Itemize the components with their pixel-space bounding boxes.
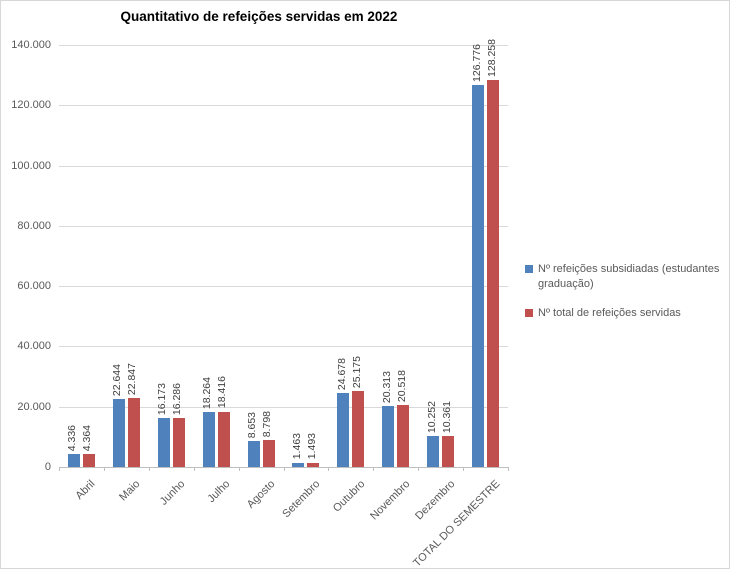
bar-subsidiadas-outubro	[337, 392, 350, 467]
bar-subsidiadas-abril	[67, 453, 80, 467]
data-label-subsidiadas-julho: 18.264	[201, 376, 214, 409]
x-axis-tick	[373, 467, 375, 471]
bar-subsidiadas-agosto	[247, 440, 260, 467]
gridline	[59, 406, 508, 408]
x-axis-tick	[148, 467, 150, 471]
data-label-total-setembro: 1.493	[305, 433, 318, 460]
legend: Nº refeições subsidiadas (estudantes gra…	[525, 262, 729, 335]
gridline	[59, 286, 508, 288]
y-tick-label: 20.000	[17, 400, 51, 413]
bar-total-julho	[217, 411, 230, 467]
data-label-subsidiadas-abril: 4.336	[66, 424, 79, 451]
bar-subsidiadas-julho	[202, 411, 215, 467]
bar-subsidiadas-novembro	[382, 405, 395, 467]
data-label-total-julho: 18.416	[216, 376, 229, 409]
plot-area: 4.336 22.644 16.173 18.264 8.653 1.463 24.678 2…	[59, 39, 508, 468]
legend-label-total: Nº total de refeições servidas	[538, 306, 681, 319]
y-tick-label: 40.000	[17, 340, 51, 353]
legend-label-subsidiadas: Nº refeições subsidiadas (estudantes gra…	[538, 263, 720, 290]
data-label-total-junho: 16.286	[171, 382, 184, 415]
bar-subsidiadas-maio	[112, 398, 125, 467]
x-axis-tick	[283, 467, 285, 471]
gridline	[59, 346, 508, 348]
data-label-subsidiadas-setembro: 1.463	[290, 433, 303, 460]
bar-total-novembro	[397, 405, 410, 467]
data-label-subsidiadas-dezembro: 10.252	[425, 400, 438, 434]
data-label-total-agosto: 8.798	[261, 411, 274, 438]
data-label-total-total-do-semestre: 128.258	[485, 39, 498, 78]
data-label-total-abril: 4.364	[81, 424, 94, 451]
data-label-subsidiadas-outubro: 24.678	[335, 357, 348, 390]
legend-item-total: Nº total de refeições servidas	[525, 306, 729, 321]
x-category-label-abril: Abril	[73, 478, 98, 503]
x-axis-tick	[193, 467, 195, 471]
x-axis-tick	[238, 467, 240, 471]
bar-subsidiadas-setembro	[292, 462, 305, 467]
y-tick-label: 140.000	[11, 39, 51, 51]
data-label-subsidiadas-agosto: 8.653	[246, 411, 259, 438]
y-tick-label: 0	[44, 461, 51, 473]
y-tick-label: 60.000	[17, 280, 51, 293]
data-label-subsidiadas-junho: 16.173	[156, 383, 169, 416]
data-label-total-outubro: 25.175	[350, 356, 363, 389]
bar-total-dezembro	[442, 435, 455, 467]
bar-total-outubro	[352, 391, 365, 467]
gridline	[59, 225, 508, 227]
chart-title: Quantitativo de refeições servidas em 20…	[120, 9, 398, 24]
y-tick-label: 80.000	[17, 219, 51, 232]
y-tick-label: 120.000	[11, 99, 51, 112]
bar-total-agosto	[262, 440, 275, 467]
bar-total-junho	[172, 417, 185, 467]
y-tick-label: 100.000	[11, 159, 51, 172]
bar-total-abril	[82, 453, 95, 467]
y-axis-labels: 0 20.000 40.000 60.000 80.000 100.000 120.000 1…	[1, 40, 51, 473]
x-axis-tick	[59, 467, 60, 471]
bar-subsidiadas-junho	[157, 418, 170, 467]
data-label-total-dezembro: 10.361	[440, 400, 453, 433]
data-label-subsidiadas-total-do-semestre: 126.776	[470, 43, 483, 82]
bar-subsidiadas-total-do-semestre	[472, 84, 485, 467]
x-axis-tick	[103, 467, 105, 471]
legend-item-subsidiadas: Nº refeições subsidiadas (estudantes gra…	[525, 262, 729, 292]
bar-subsidiadas-dezembro	[427, 436, 440, 467]
bar-total-maio	[127, 398, 140, 467]
data-label-total-maio: 22.847	[126, 363, 139, 396]
gridline	[59, 165, 508, 167]
legend-swatch-subsidiadas	[525, 265, 533, 273]
bar-total-setembro	[307, 462, 320, 467]
x-axis-tick	[418, 467, 420, 471]
x-axis-tick	[463, 467, 465, 471]
data-label-subsidiadas-maio: 22.644	[111, 363, 124, 396]
data-label-total-novembro: 20.518	[395, 370, 408, 403]
x-axis-tick	[508, 467, 509, 471]
x-axis-tick	[328, 467, 330, 471]
gridline	[59, 45, 508, 46]
legend-swatch-total	[525, 308, 533, 317]
data-label-subsidiadas-novembro: 20.313	[380, 370, 393, 403]
bar-total-total-do-semestre	[487, 80, 500, 467]
gridline	[59, 105, 508, 107]
